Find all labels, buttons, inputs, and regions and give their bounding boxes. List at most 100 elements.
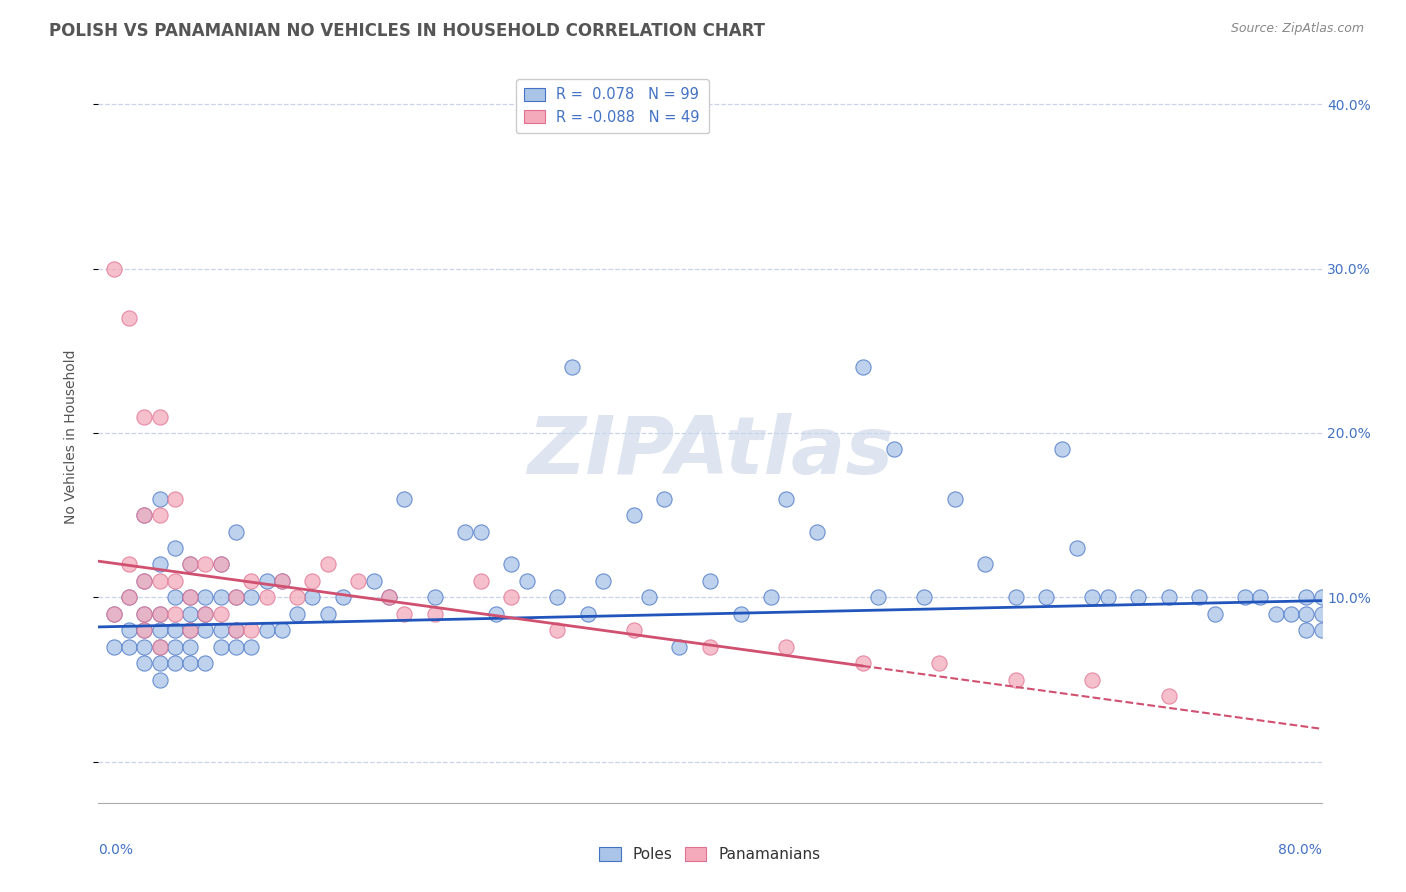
Point [134, 508, 156, 523]
Point [134, 574, 156, 588]
Point [149, 656, 172, 670]
Point [928, 656, 950, 670]
Point [912, 591, 935, 605]
Point [225, 624, 247, 638]
Point [134, 574, 156, 588]
Point [1081, 591, 1104, 605]
Legend: Poles, Panamanians: Poles, Panamanians [593, 841, 827, 868]
Text: POLISH VS PANAMANIAN NO VEHICLES IN HOUSEHOLD CORRELATION CHART: POLISH VS PANAMANIAN NO VEHICLES IN HOUS… [49, 22, 765, 40]
Point [209, 558, 232, 572]
Point [576, 607, 599, 621]
Point [1310, 624, 1333, 638]
Point [149, 607, 172, 621]
Point [623, 624, 645, 638]
Point [179, 624, 201, 638]
Point [470, 524, 492, 539]
Point [225, 591, 247, 605]
Point [332, 591, 354, 605]
Point [270, 624, 292, 638]
Point [1050, 442, 1073, 457]
Point [209, 558, 232, 572]
Point [194, 591, 217, 605]
Point [1066, 541, 1088, 555]
Point [163, 656, 186, 670]
Point [134, 607, 156, 621]
Text: 80.0%: 80.0% [1278, 843, 1322, 857]
Point [883, 442, 905, 457]
Text: 0.0%: 0.0% [98, 843, 134, 857]
Point [240, 640, 263, 654]
Point [149, 508, 172, 523]
Point [1249, 591, 1271, 605]
Point [149, 558, 172, 572]
Point [209, 640, 232, 654]
Point [240, 624, 263, 638]
Text: ZIPAtlas: ZIPAtlas [527, 413, 893, 491]
Point [454, 524, 477, 539]
Point [179, 591, 201, 605]
Point [561, 360, 583, 375]
Point [470, 574, 492, 588]
Point [1204, 607, 1226, 621]
Point [1264, 607, 1286, 621]
Point [118, 591, 141, 605]
Point [775, 640, 797, 654]
Point [285, 591, 308, 605]
Point [1097, 591, 1119, 605]
Point [301, 574, 323, 588]
Point [149, 624, 172, 638]
Point [378, 591, 401, 605]
Point [668, 640, 690, 654]
Point [301, 591, 323, 605]
Point [1188, 591, 1211, 605]
Point [149, 491, 172, 506]
Point [134, 409, 156, 424]
Point [256, 574, 278, 588]
Point [546, 591, 568, 605]
Point [546, 624, 568, 638]
Point [699, 640, 721, 654]
Point [134, 607, 156, 621]
Point [623, 508, 645, 523]
Point [240, 591, 263, 605]
Point [134, 624, 156, 638]
Point [423, 607, 446, 621]
Point [256, 591, 278, 605]
Point [163, 591, 186, 605]
Point [378, 591, 401, 605]
Point [256, 624, 278, 638]
Point [163, 624, 186, 638]
Point [501, 591, 523, 605]
Point [1004, 673, 1026, 687]
Point [179, 607, 201, 621]
Point [270, 574, 292, 588]
Point [974, 558, 997, 572]
Point [240, 574, 263, 588]
Point [163, 640, 186, 654]
Point [1128, 591, 1150, 605]
Point [759, 591, 782, 605]
Point [179, 558, 201, 572]
Point [501, 558, 523, 572]
Point [699, 574, 721, 588]
Point [225, 591, 247, 605]
Point [134, 656, 156, 670]
Point [163, 491, 186, 506]
Point [163, 541, 186, 555]
Point [225, 640, 247, 654]
Point [423, 591, 446, 605]
Point [730, 607, 752, 621]
Point [1157, 591, 1180, 605]
Point [868, 591, 890, 605]
Point [103, 261, 125, 276]
Point [194, 607, 217, 621]
Point [179, 558, 201, 572]
Point [852, 360, 875, 375]
Point [194, 656, 217, 670]
Point [316, 607, 339, 621]
Point [1310, 607, 1333, 621]
Point [149, 640, 172, 654]
Point [194, 607, 217, 621]
Point [1279, 607, 1302, 621]
Point [179, 624, 201, 638]
